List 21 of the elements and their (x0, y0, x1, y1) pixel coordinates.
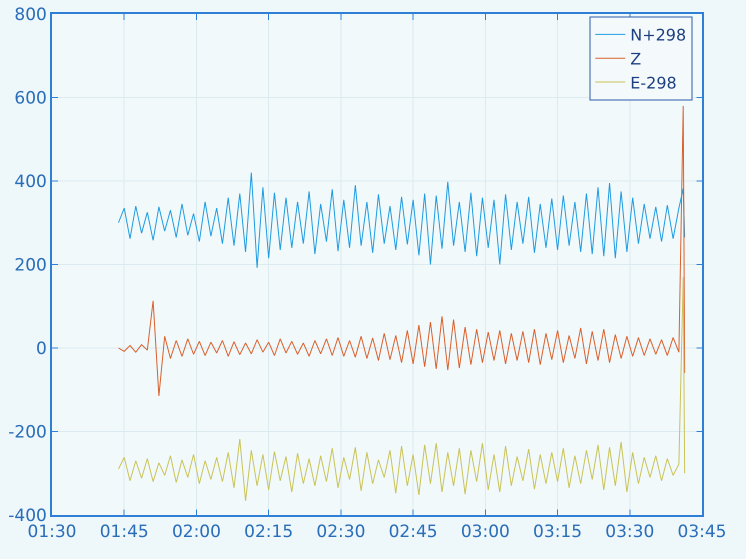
x-tick-label: 03:00 (460, 522, 510, 542)
x-tick-label: 01:45 (100, 522, 149, 542)
y-tick-label: 200 (14, 255, 47, 276)
line-series (118, 172, 686, 268)
y-tick-label: 0 (36, 338, 47, 359)
y-tick-label: -200 (8, 422, 47, 442)
x-tick-label: 02:00 (172, 522, 221, 542)
line-series (118, 105, 686, 397)
line-series (118, 276, 686, 502)
x-tick-label: 03:45 (678, 522, 726, 542)
x-tick-label: 02:30 (316, 522, 366, 542)
y-tick-label: 400 (14, 172, 47, 192)
x-tick-label: 02:45 (388, 522, 438, 542)
x-tick-label: 02:15 (244, 522, 294, 542)
legend-label: Z (630, 49, 642, 68)
y-tick-label: 600 (14, 88, 47, 108)
legend-label: E-298 (630, 73, 677, 92)
x-tick-label: 03:30 (605, 522, 654, 542)
x-tick-label: 03:15 (533, 522, 582, 542)
legend-label: N+298 (630, 26, 686, 45)
y-tick-label: 800 (14, 4, 47, 25)
